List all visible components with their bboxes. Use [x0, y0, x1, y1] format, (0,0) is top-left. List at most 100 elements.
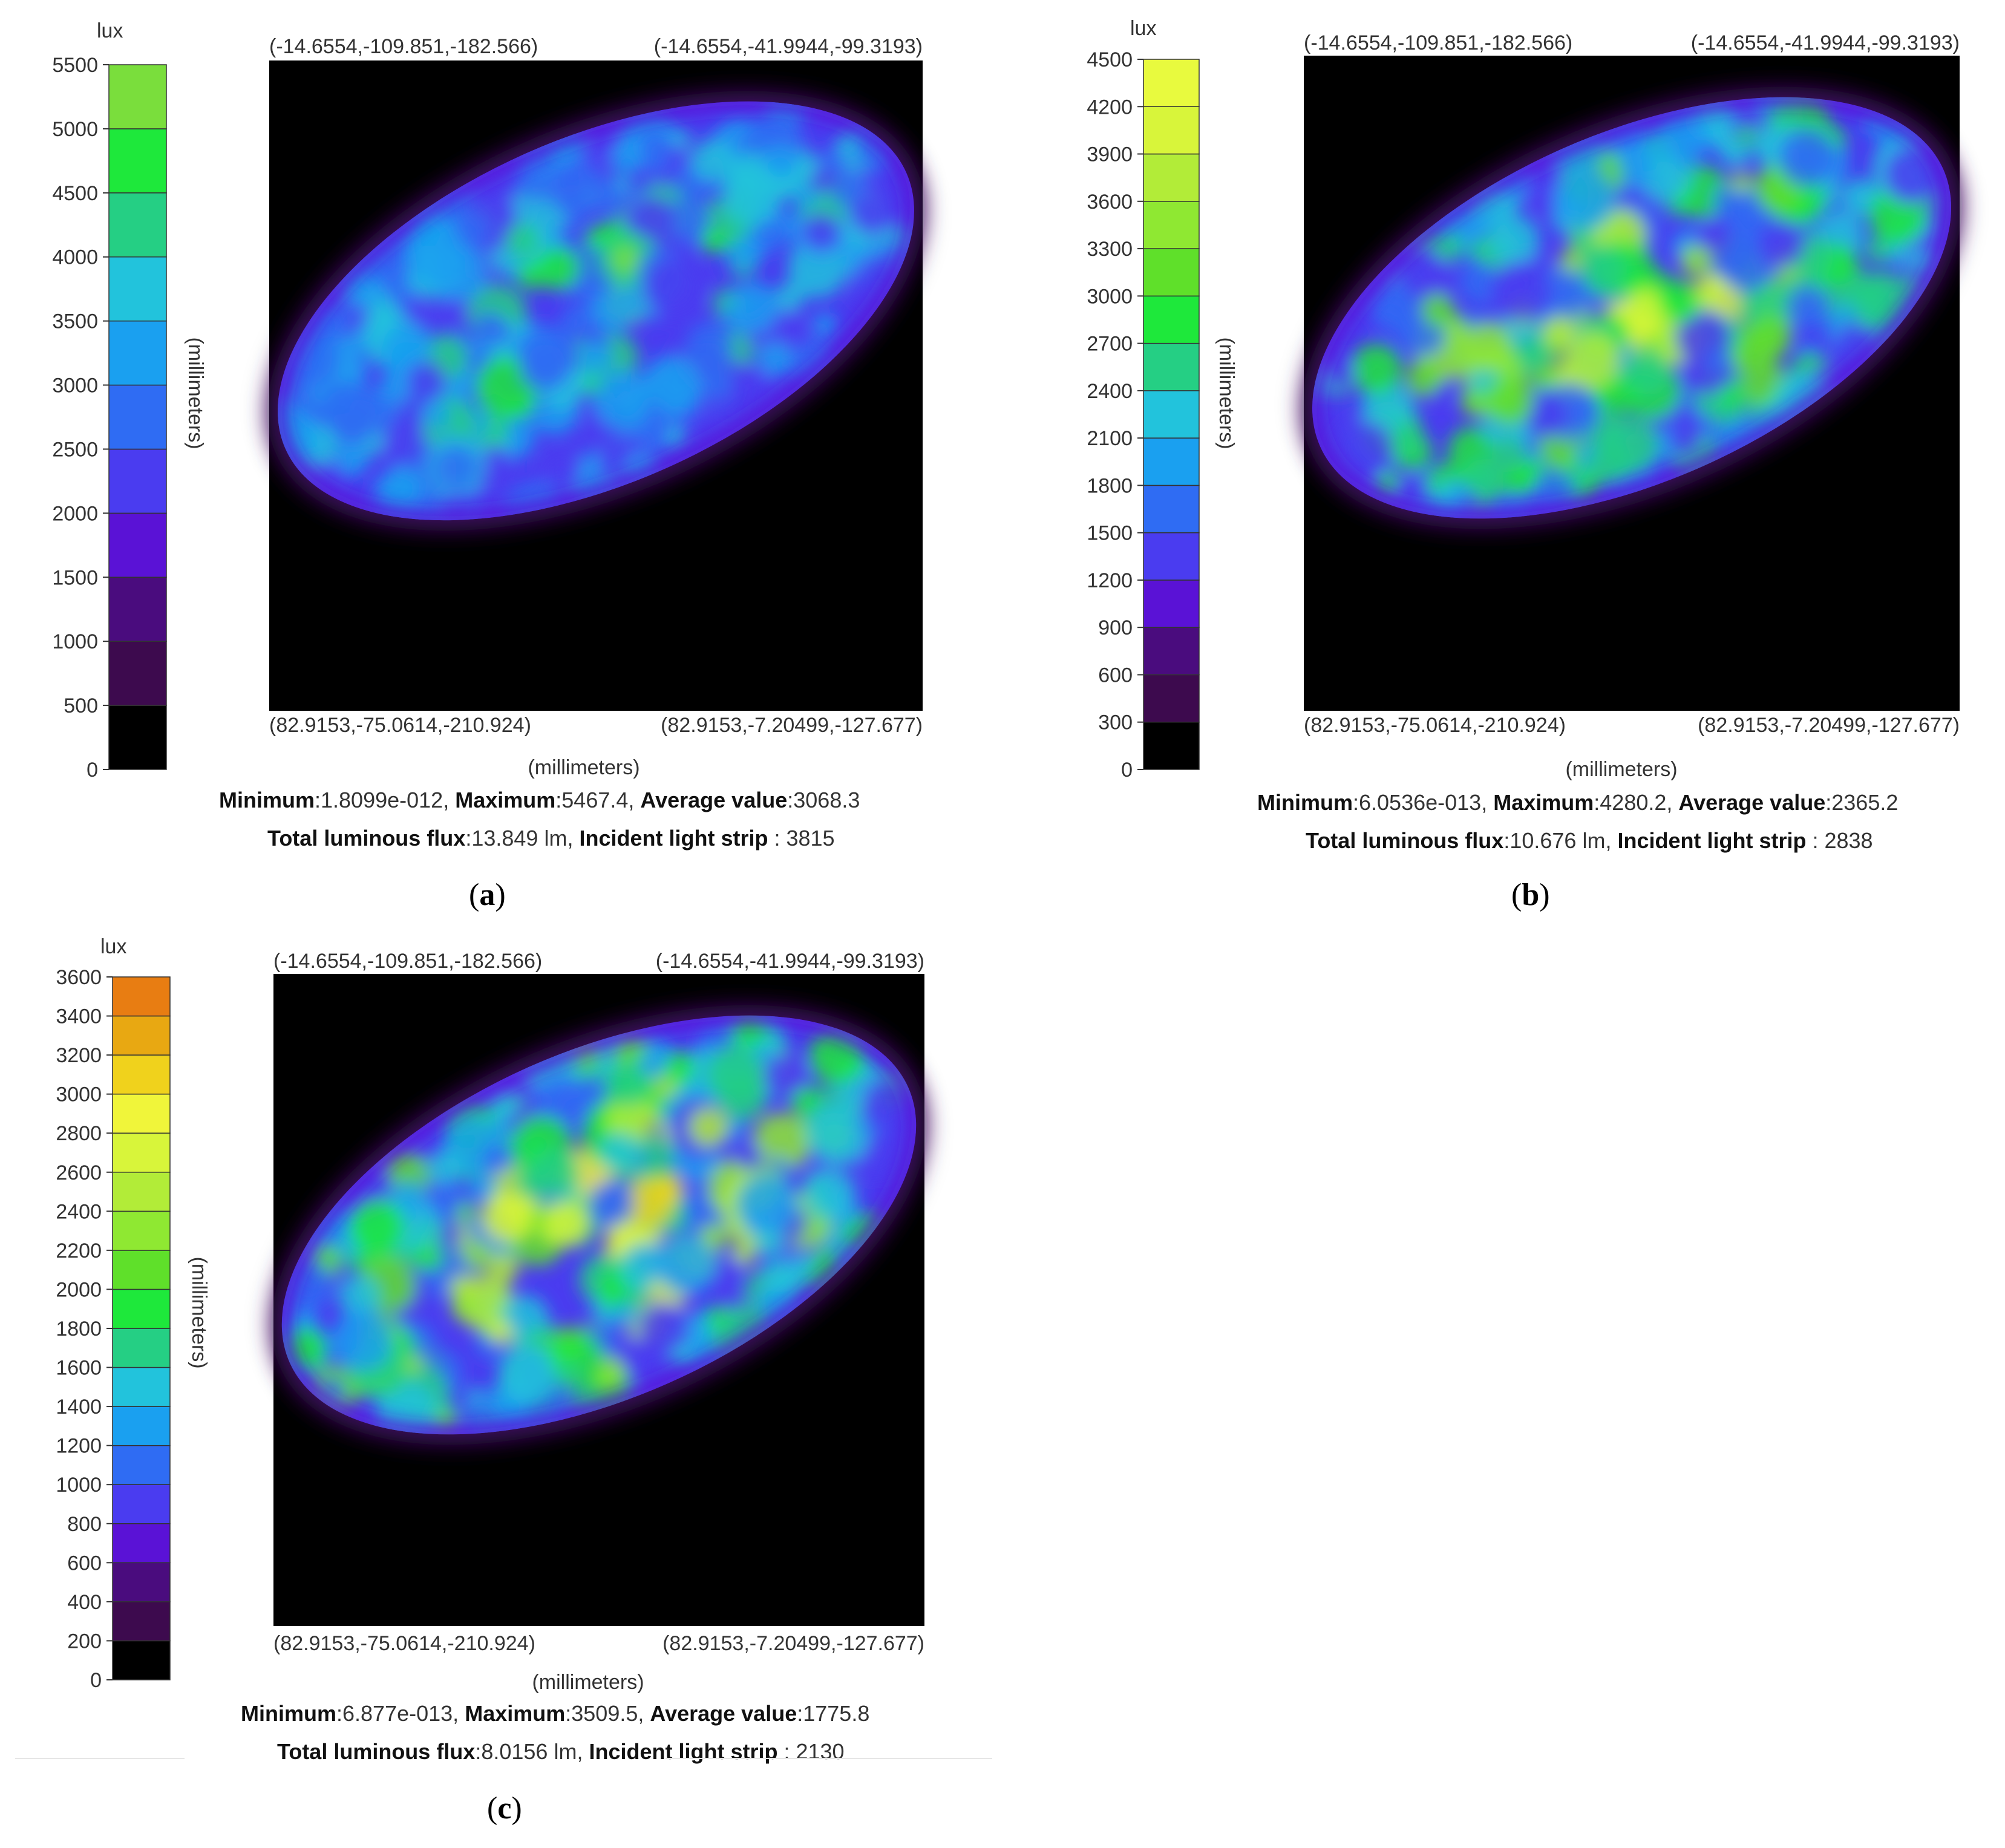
colorbar-segment [1143, 532, 1200, 581]
colorbar-tick-label: 0 [87, 759, 98, 782]
colorbar-segment [108, 576, 167, 642]
caption-letter: c [497, 1791, 512, 1826]
spot-blob [638, 1302, 690, 1354]
average-label: Average value [650, 1701, 797, 1726]
vertical-axis-label: (millimeters) [184, 337, 207, 449]
colorbar-segment [1143, 201, 1200, 249]
spot-blob [686, 322, 734, 370]
vertical-axis-label: (millimeters) [188, 1256, 211, 1368]
spot-blob [752, 215, 788, 252]
spot-blob [1490, 261, 1551, 323]
colorbar-tick-label: 1500 [1087, 522, 1133, 545]
spot-blob [656, 1175, 683, 1203]
spot-blob [730, 367, 773, 411]
spot-blob [1523, 392, 1569, 438]
spot-blob [1785, 285, 1830, 330]
spot-blob [689, 1107, 728, 1147]
caption-c: (c) [487, 1791, 522, 1826]
average-value: 3068.3 [793, 788, 860, 812]
colorbar-tick-label: 2000 [52, 502, 98, 525]
corner-label-bottom-right: (82.9153,-7.20499,-127.677) [1698, 714, 1960, 737]
flux-value: 8.0156 lm, [481, 1739, 583, 1764]
strip-label: Incident light strip [589, 1739, 778, 1764]
spot-blob [1324, 358, 1356, 390]
colorbar-tick-label: 1000 [52, 630, 98, 653]
spot-blob [1748, 315, 1793, 359]
spot-blob [544, 1201, 589, 1246]
maximum-value: 3509.5, [571, 1701, 644, 1726]
colorbar-segment [112, 1445, 171, 1485]
spot-blob [656, 1236, 716, 1296]
spot-blob [1706, 348, 1732, 374]
spot-blob [726, 281, 779, 335]
spot-blob [691, 139, 734, 183]
stats-line-1: Minimum:6.0536e-013, Maximum:4280.2, Ave… [1257, 790, 1899, 815]
colorbar-tick-label: 2400 [56, 1200, 102, 1223]
colorbar-segment [108, 128, 167, 194]
colorbar-tick-label: 2600 [56, 1161, 102, 1184]
flux-value: 10.676 lm, [1509, 828, 1612, 853]
spot-blob [1735, 124, 1758, 148]
illuminance-chart-c: lux 0 200 400 600 800 1000 1200 1400 1600 1800 2000… [56, 935, 929, 1694]
spot-blob [451, 1293, 478, 1321]
spot-blob [1542, 315, 1577, 349]
colorbar-tick-label: 0 [1121, 759, 1133, 782]
colorbar-segment [112, 1210, 171, 1251]
stats-line-2: Total luminous flux:8.0156 lm, Incident … [277, 1739, 845, 1764]
spot-blob [498, 1345, 556, 1403]
spot-blob [383, 423, 426, 466]
colorbar-tick-label: 1000 [56, 1474, 102, 1497]
panel-a: lux 0 500 1000 1500 2000 2500 3000 3500 4000 4500 5… [0, 0, 1004, 926]
colorbar-tick-label: 2700 [1087, 333, 1133, 356]
spot-blob [446, 299, 469, 322]
average-label: Average value [1678, 790, 1826, 815]
minimum-value: 6.877e-013, [342, 1701, 459, 1726]
spot-blob [1332, 420, 1395, 482]
colorbar-segment [1143, 627, 1200, 676]
spot-blob [332, 1310, 393, 1371]
stats-line-2: Total luminous flux:10.676 lm, Incident … [1306, 828, 1873, 853]
spot-blob [632, 1133, 678, 1179]
maximum-value: 4280.2, [1600, 790, 1673, 815]
colorbar-tick-label: 200 [67, 1630, 102, 1653]
spot-blob [422, 399, 451, 428]
stats-line-2: Total luminous flux:13.849 lm, Incident … [267, 826, 835, 851]
illuminance-spot [259, 85, 934, 538]
spot-blob [334, 443, 368, 477]
spot-blob [489, 1320, 514, 1344]
colorbar-tick-label: 4200 [1087, 96, 1133, 119]
colorbar-segment [1143, 295, 1200, 344]
colorbar-tick-label: 2000 [56, 1278, 102, 1301]
spot-blob [809, 166, 836, 193]
spot-blob [736, 1174, 798, 1236]
spot-blob [644, 427, 671, 454]
colorbar-segment [1143, 59, 1200, 108]
spot-blob [1517, 336, 1551, 370]
colorbar-tick-label: 900 [1098, 616, 1133, 639]
spot-blob [850, 192, 893, 236]
colorbar-segment [108, 192, 167, 258]
spot-blob [751, 1112, 812, 1172]
colorbar-segment [1143, 437, 1200, 486]
spot-blob [440, 1223, 463, 1246]
spot-blob [735, 1143, 763, 1170]
colorbar-tick-label: 600 [1098, 664, 1133, 687]
caption-letter: a [479, 878, 496, 912]
strip-label: Incident light strip [1617, 828, 1807, 853]
spot-blob [662, 1050, 696, 1084]
spot-blob [1491, 437, 1528, 472]
corner-label-top-left: (-14.6554,-109.851,-182.566) [273, 950, 542, 973]
colorbar-segment [112, 1601, 171, 1642]
spot-blob [1585, 248, 1627, 290]
caption-b: (b) [1511, 878, 1550, 912]
colorbar-tick-label: 5000 [52, 118, 98, 141]
spot-blob [1432, 485, 1455, 508]
colorbar-tick-label: 500 [64, 694, 98, 717]
spot-blob [383, 321, 434, 372]
colorbar-segment [112, 1484, 171, 1524]
colorbar-segment [1143, 342, 1200, 391]
spot-blob [605, 1061, 650, 1106]
colorbar-segment [1143, 674, 1200, 723]
spot-blob [1350, 343, 1402, 396]
caption-a: (a) [469, 878, 506, 912]
